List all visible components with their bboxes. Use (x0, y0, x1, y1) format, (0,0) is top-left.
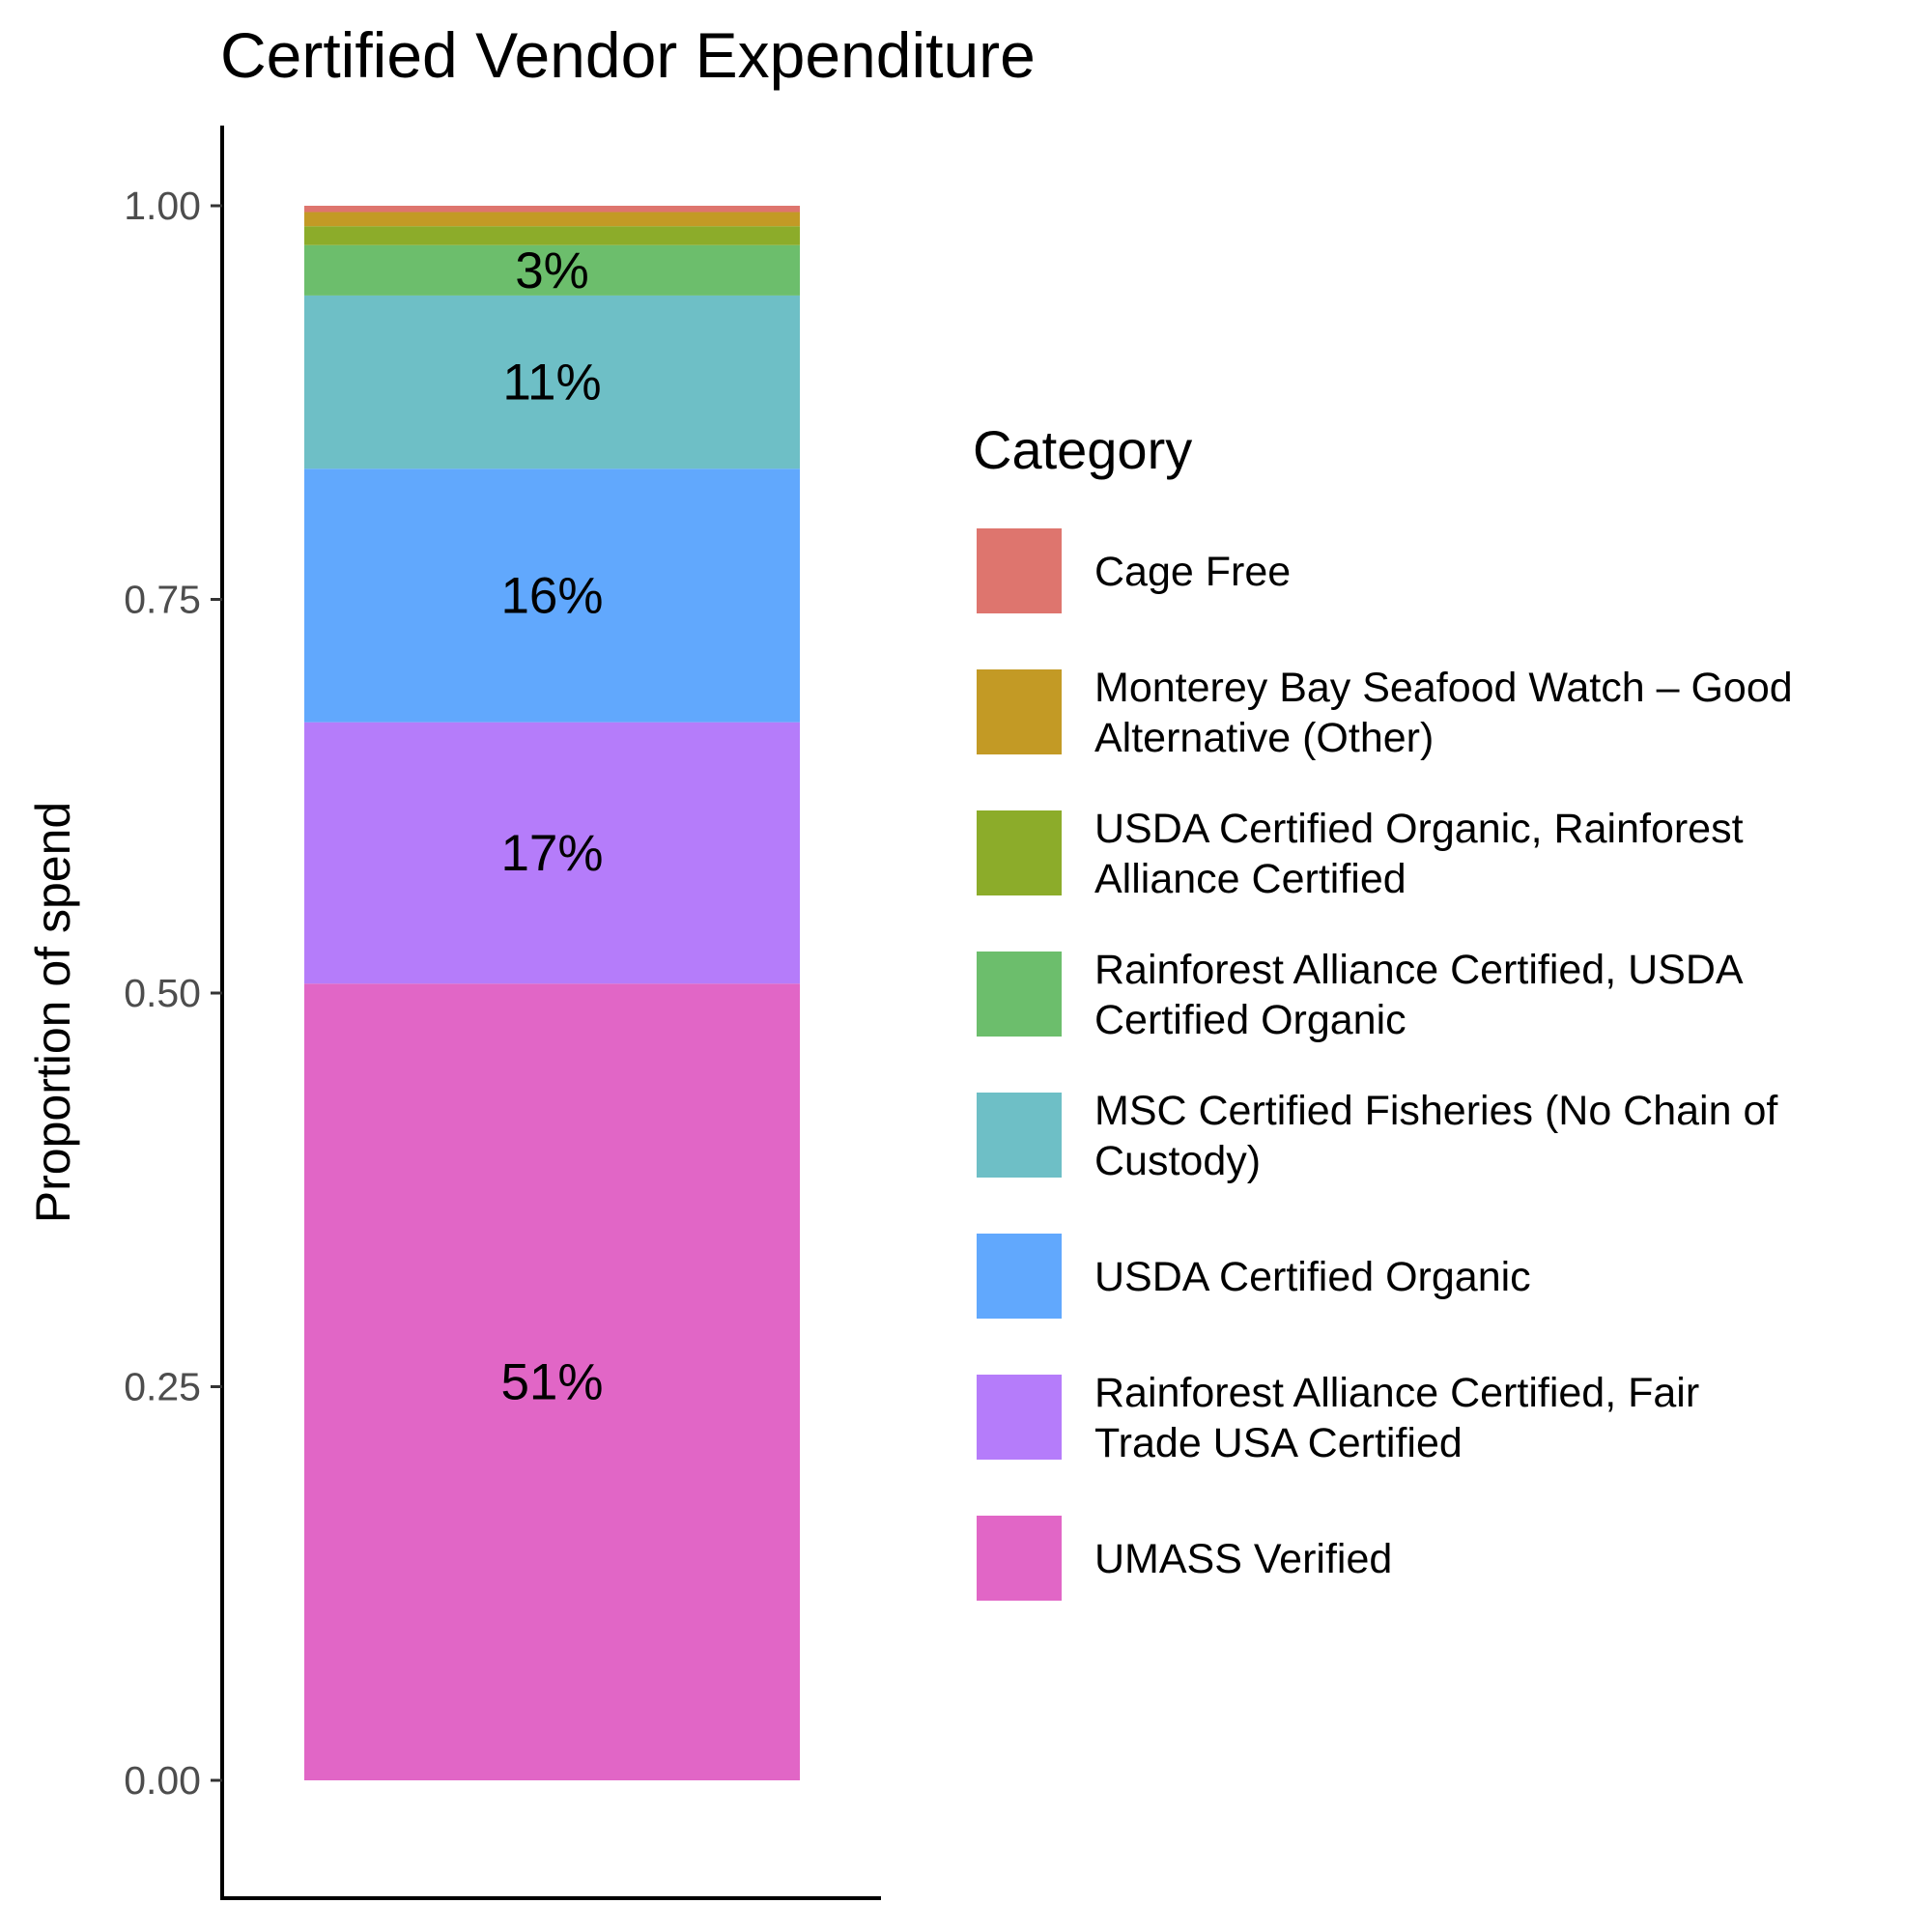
legend-label-2-line-1: Monterey Bay Seafood Watch – Good (1094, 665, 1793, 711)
legend-label-2-line-2: Alternative (Other) (1094, 715, 1434, 761)
y-tick-label-4: 0.75 (124, 578, 201, 622)
bar-label-2: 17% (500, 825, 603, 882)
bar-segment-2 (304, 722, 800, 984)
y-tick-label-1: 0.00 (124, 1758, 201, 1803)
y-tick-label-3: 0.50 (124, 971, 201, 1015)
legend-key-4 (977, 952, 1062, 1037)
legend: Category Cage Free Monterey Bay Seafood W… (973, 419, 1793, 1601)
bar-segment-4 (304, 295, 800, 469)
bar-segment-8 (304, 206, 800, 213)
bar-segment-7 (304, 212, 800, 227)
legend-label-7-line-1: Rainforest Alliance Certified, Fair (1094, 1370, 1699, 1416)
legend-label-5-line-2: Custody) (1094, 1138, 1261, 1184)
bar-segment-6 (304, 226, 800, 245)
y-axis-title: Proportion of spend (26, 802, 80, 1223)
y-tick-label-2: 0.25 (124, 1365, 201, 1409)
legend-label-4-line-1: Rainforest Alliance Certified, USDA (1094, 947, 1744, 993)
legend-label-3-line-2: Alliance Certified (1094, 856, 1406, 902)
y-tick-label-5: 1.00 (124, 184, 201, 228)
legend-label-8-line-1: UMASS Verified (1094, 1536, 1392, 1582)
legend-key-3 (977, 810, 1062, 895)
bar-segment-1 (304, 983, 800, 1780)
plot-area: 51% 17% 16% 11% 3% 0.00 0.25 0.50 0.75 1.00 (124, 126, 881, 1900)
legend-key-8 (977, 1516, 1062, 1601)
legend-key-5 (977, 1093, 1062, 1178)
bar-segment-5 (304, 244, 800, 296)
legend-label-7-line-2: Trade USA Certified (1094, 1420, 1463, 1466)
legend-label-6-line-1: USDA Certified Organic (1094, 1254, 1531, 1300)
legend-title: Category (973, 419, 1192, 480)
bar-segment-3 (304, 469, 800, 723)
legend-label-3-line-1: USDA Certified Organic, Rainforest (1094, 806, 1744, 852)
legend-key-2 (977, 669, 1062, 754)
bar-label-3: 16% (500, 567, 603, 624)
legend-label-1-line-1: Cage Free (1094, 549, 1291, 595)
legend-label-5-line-1: MSC Certified Fisheries (No Chain of (1094, 1088, 1778, 1134)
legend-key-1 (977, 528, 1062, 613)
legend-label-4-line-2: Certified Organic (1094, 997, 1406, 1043)
bar-label-4: 11% (502, 355, 601, 412)
legend-key-7 (977, 1375, 1062, 1460)
chart-title: Certified Vendor Expenditure (220, 19, 1036, 91)
bar-label-5: 3% (515, 242, 589, 299)
bar-label-1: 51% (500, 1354, 603, 1411)
legend-key-6 (977, 1234, 1062, 1319)
